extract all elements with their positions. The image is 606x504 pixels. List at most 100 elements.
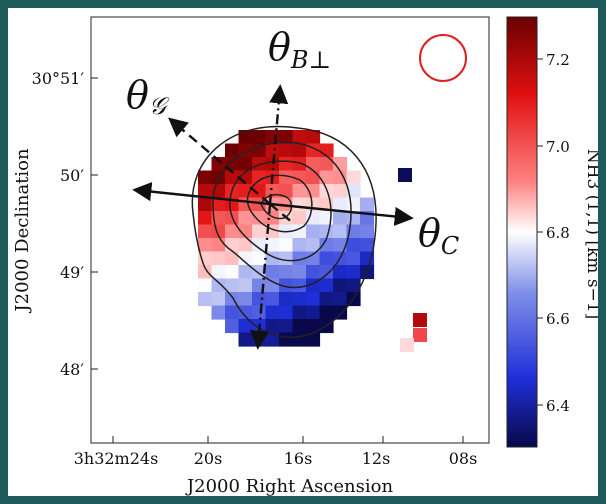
heatmap-pixel — [225, 278, 240, 293]
heatmap-pixel — [292, 332, 307, 347]
heatmap-pixel — [238, 130, 253, 145]
heatmap-pixel — [225, 305, 240, 320]
heatmap-pixel — [333, 292, 348, 307]
arrow-theta-b-down — [249, 203, 272, 350]
colorbar-tick-label: 7.2 — [546, 51, 570, 69]
heatmap-pixel — [265, 238, 280, 253]
heatmap-pixel — [306, 224, 321, 239]
colorbar-ticks: 7.2 7.0 6.8 6.6 6.4 — [537, 51, 570, 415]
heatmap-pixel — [265, 265, 280, 280]
heatmap-pixel — [292, 305, 307, 320]
heatmap-pixel — [252, 170, 267, 185]
heatmap-pixel — [292, 265, 307, 280]
heatmap-pixel — [333, 278, 348, 293]
heatmap-pixel — [238, 224, 253, 239]
figure: θ𝒢 θB⊥ θC 30°51′ 50′ 49′ 48′ 3h32m24s 20… — [8, 8, 603, 497]
heatmap-pixel — [279, 184, 294, 199]
heatmap-pixel — [306, 170, 321, 185]
contour-5 — [260, 193, 293, 220]
heatmap-pixel — [252, 130, 267, 145]
arrow-theta-g-lower — [269, 203, 294, 224]
heatmap-pixel — [225, 224, 240, 239]
heatmap-pixel — [279, 319, 294, 334]
heatmap-pixel — [279, 332, 294, 347]
y-tick-label: 30°51′ — [32, 69, 85, 88]
heatmap-pixel — [252, 292, 267, 307]
heatmap-pixel — [238, 238, 253, 253]
heatmap-pixel — [333, 238, 348, 253]
heatmap-pixel — [279, 170, 294, 185]
heatmap-pixel — [279, 278, 294, 293]
heatmap-pixel — [198, 184, 213, 199]
heatmap-pixel — [306, 332, 321, 347]
heatmap-pixel — [252, 184, 267, 199]
heatmap-pixel — [292, 197, 307, 212]
heatmap-pixel — [360, 224, 375, 239]
colorbar-tick-label: 6.4 — [546, 397, 570, 415]
heatmap-pixel — [225, 265, 240, 280]
arrow-theta-c-right — [269, 202, 414, 227]
heatmap-pixel — [306, 305, 321, 320]
heatmap-pixel — [211, 305, 226, 320]
heatmap-pixel — [225, 319, 240, 334]
heatmap-pixel — [333, 184, 348, 199]
heatmap-pixel — [306, 319, 321, 334]
arrow-theta-g — [168, 117, 271, 205]
heatmap-pixel — [400, 338, 414, 352]
heatmap-pixel — [198, 238, 213, 253]
heatmap-pixel — [333, 224, 348, 239]
arrows — [132, 84, 414, 350]
colorbar-label: NH3 (1,1) [km s−1] — [583, 149, 598, 320]
heatmap-pixel — [198, 265, 213, 280]
heatmap-pixel — [306, 238, 321, 253]
colorbar — [506, 16, 538, 448]
x-tick-label: 08s — [449, 449, 478, 468]
heatmap-pixel — [319, 292, 334, 307]
heatmap-pixel — [306, 211, 321, 226]
colorbar-tick-label: 6.8 — [546, 224, 570, 242]
heatmap-pixel — [413, 328, 427, 342]
heatmap-pixel — [211, 292, 226, 307]
heatmap-pixel — [319, 278, 334, 293]
heatmap-pixel — [198, 197, 213, 212]
heatmap-pixel — [252, 224, 267, 239]
heatmap-pixel — [279, 238, 294, 253]
heatmap-pixel — [306, 130, 321, 145]
x-tick-label: 16s — [284, 449, 313, 468]
heatmap-pixel — [319, 265, 334, 280]
heatmap-pixel — [265, 278, 280, 293]
heatmap-pixel — [319, 251, 334, 266]
heatmap-pixel — [252, 211, 267, 226]
heatmap-pixel — [265, 319, 280, 334]
heatmap-pixel — [279, 143, 294, 158]
heatmap-pixel — [306, 265, 321, 280]
heatmap-pixel — [346, 265, 361, 280]
heatmap-pixel — [292, 184, 307, 199]
heatmap-pixel — [398, 168, 412, 182]
x-tick-label: 12s — [362, 449, 391, 468]
heatmap-pixel — [306, 184, 321, 199]
label-theta-c: θC — [418, 211, 459, 260]
heatmap-pixel — [252, 305, 267, 320]
heatmap-pixel — [238, 278, 253, 293]
heatmap-pixel — [319, 305, 334, 320]
heatmap-pixel — [360, 197, 375, 212]
heatmap-pixel — [306, 292, 321, 307]
heatmap-pixel — [292, 224, 307, 239]
x-axis-label: J2000 Right Ascension — [185, 476, 394, 496]
y-tick-label: 49′ — [60, 263, 84, 282]
heatmap-pixel — [211, 238, 226, 253]
heatmap-pixel — [279, 305, 294, 320]
heatmap-pixel — [279, 157, 294, 172]
heatmap-pixel — [265, 292, 280, 307]
heatmap-pixel — [238, 292, 253, 307]
heatmap-pixel — [292, 278, 307, 293]
heatmap-pixel — [292, 319, 307, 334]
heatmap-pixel — [252, 251, 267, 266]
heatmap-pixel — [333, 157, 348, 172]
heatmap-pixel — [292, 211, 307, 226]
heatmap-pixel — [346, 238, 361, 253]
heatmap-pixel — [198, 251, 213, 266]
arrow-theta-c-left — [132, 182, 271, 206]
heatmap-pixel — [333, 197, 348, 212]
